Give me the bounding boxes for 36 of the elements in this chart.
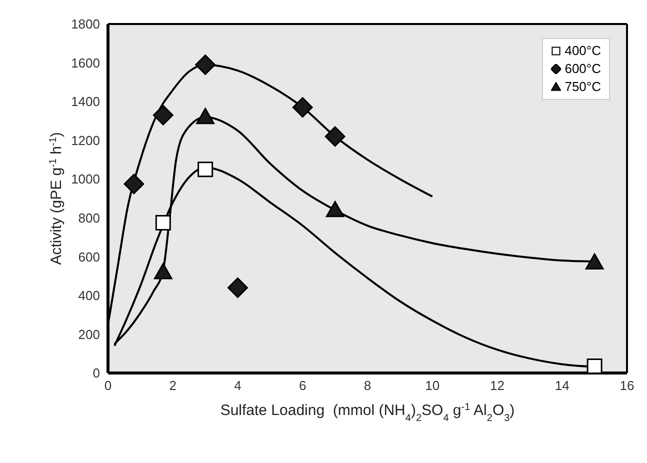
y-tick-label: 400 (78, 288, 100, 304)
y-tick-label: 1400 (71, 94, 100, 110)
point (152, 104, 174, 126)
x-tick-label: 4 (234, 378, 242, 394)
legend-label: 600°C (564, 60, 601, 78)
y-tick-label: 1600 (71, 55, 100, 70)
y-tick-label: 200 (78, 326, 100, 342)
point (292, 97, 313, 118)
x-tick-label: 10 (425, 378, 440, 394)
point (585, 253, 604, 270)
point (196, 108, 214, 124)
point (155, 214, 171, 230)
text: Sulfate Loading (mmol (NH$_{4}$)$_{2}$SO$_{4}$ g$^{-1}$ Al$_{2}$O$_{3}$) (220, 402, 515, 424)
x-tick-label: 6 (299, 378, 306, 394)
point (326, 200, 344, 218)
y-tick-label: 0 (92, 366, 100, 381)
point (154, 263, 172, 280)
x-tick-label: 16 (620, 378, 634, 394)
x-tick-label: 14 (554, 378, 570, 394)
y-tick-label: 600 (78, 249, 100, 264)
x-tick-label: 0 (104, 378, 112, 394)
point (586, 358, 602, 373)
x-tick-label: 8 (364, 378, 372, 394)
point (198, 162, 214, 178)
x-tick-label: 2 (169, 378, 176, 394)
legend-label: 400°C (564, 42, 601, 60)
y-tick-label: 1800 (71, 16, 100, 32)
point (195, 54, 216, 75)
x-tick-label: 12 (490, 378, 504, 394)
point (228, 277, 248, 298)
point (324, 126, 346, 147)
legend-label: 750°C (564, 78, 601, 96)
point (124, 174, 144, 194)
y-tick-label: 1200 (71, 132, 100, 148)
y-tick-label: 800 (78, 210, 100, 226)
y-tick-label: 1000 (71, 172, 100, 187)
